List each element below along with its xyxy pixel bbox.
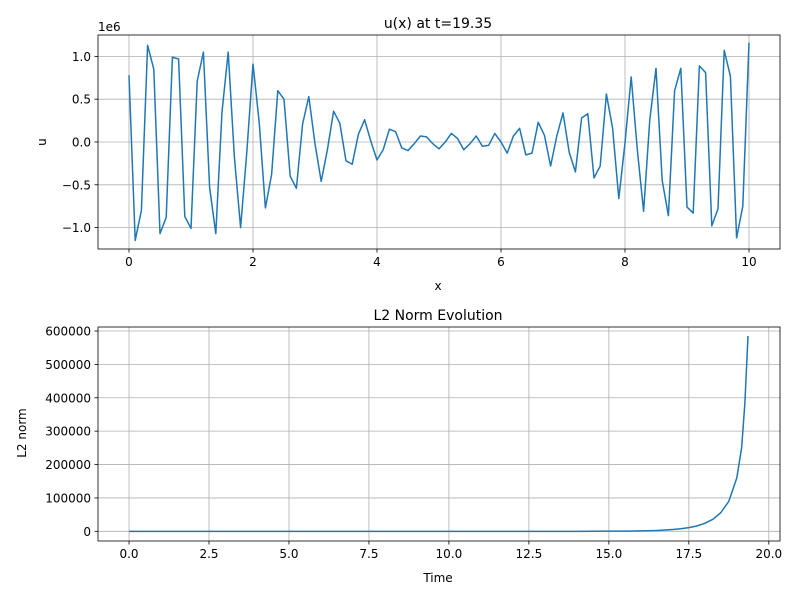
x-tick-label: 10 [741,255,756,269]
series-line [128,42,750,242]
chart-title: u(x) at t=19.35 [384,16,492,32]
chart-l2-norm: L2 Norm Evolution Time L2 norm 0.0 2.5 5.0… [15,308,782,585]
y-tick-label: 0.5 [72,93,91,107]
y-tick-label: 400000 [45,391,91,405]
y-tick-label: 600000 [45,325,91,339]
x-tick-label: 10.0 [436,547,463,561]
series-line [129,335,749,533]
x-axis-label: Time [422,571,452,585]
x-tick-label: 20.0 [755,547,782,561]
y-tick-label: 200000 [45,458,91,472]
y-tick-label: 0.0 [72,136,91,150]
x-tick-label: 6 [497,255,505,269]
chart-title: L2 Norm Evolution [373,308,502,324]
x-tick-label: 0.0 [119,547,138,561]
y-tick-label: −1.0 [62,221,91,235]
plot-area: 0.0 2.5 5.0 7.5 10.0 12.5 15.0 17.5 20.0 0 100000 2… [45,325,782,561]
y-offset-label: 1e6 [98,20,121,34]
y-tick-label: 500000 [45,358,91,372]
x-tick-label: 8 [621,255,629,269]
y-axis-label: u [35,138,49,146]
x-tick-label: 5.0 [279,547,298,561]
y-tick-label: 0 [83,525,91,539]
y-tick-label: −0.5 [62,178,91,192]
y-tick-label: 1.0 [72,50,91,64]
x-tick-label: 7.5 [359,547,378,561]
x-tick-label: 17.5 [675,547,702,561]
x-tick-label: 4 [373,255,381,269]
plot-area: 0 2 4 6 8 10 −1.0 −0.5 0.0 0.5 1.0 [62,34,781,269]
axes-frame [97,326,781,542]
y-tick-label: 300000 [45,425,91,439]
x-tick-label: 12.5 [516,547,543,561]
x-tick-label: 15.0 [596,547,623,561]
x-tick-label: 2.5 [199,547,218,561]
x-axis-label: x [434,279,441,293]
x-tick-label: 0 [125,255,133,269]
chart-u-of-x: u(x) at t=19.35 1e6 x u 0 2 4 6 8 10−1.0−0.50… [35,16,781,293]
x-tick-label: 2 [249,255,257,269]
y-axis-label: L2 norm [15,408,29,458]
y-tick-label: 100000 [45,491,91,505]
